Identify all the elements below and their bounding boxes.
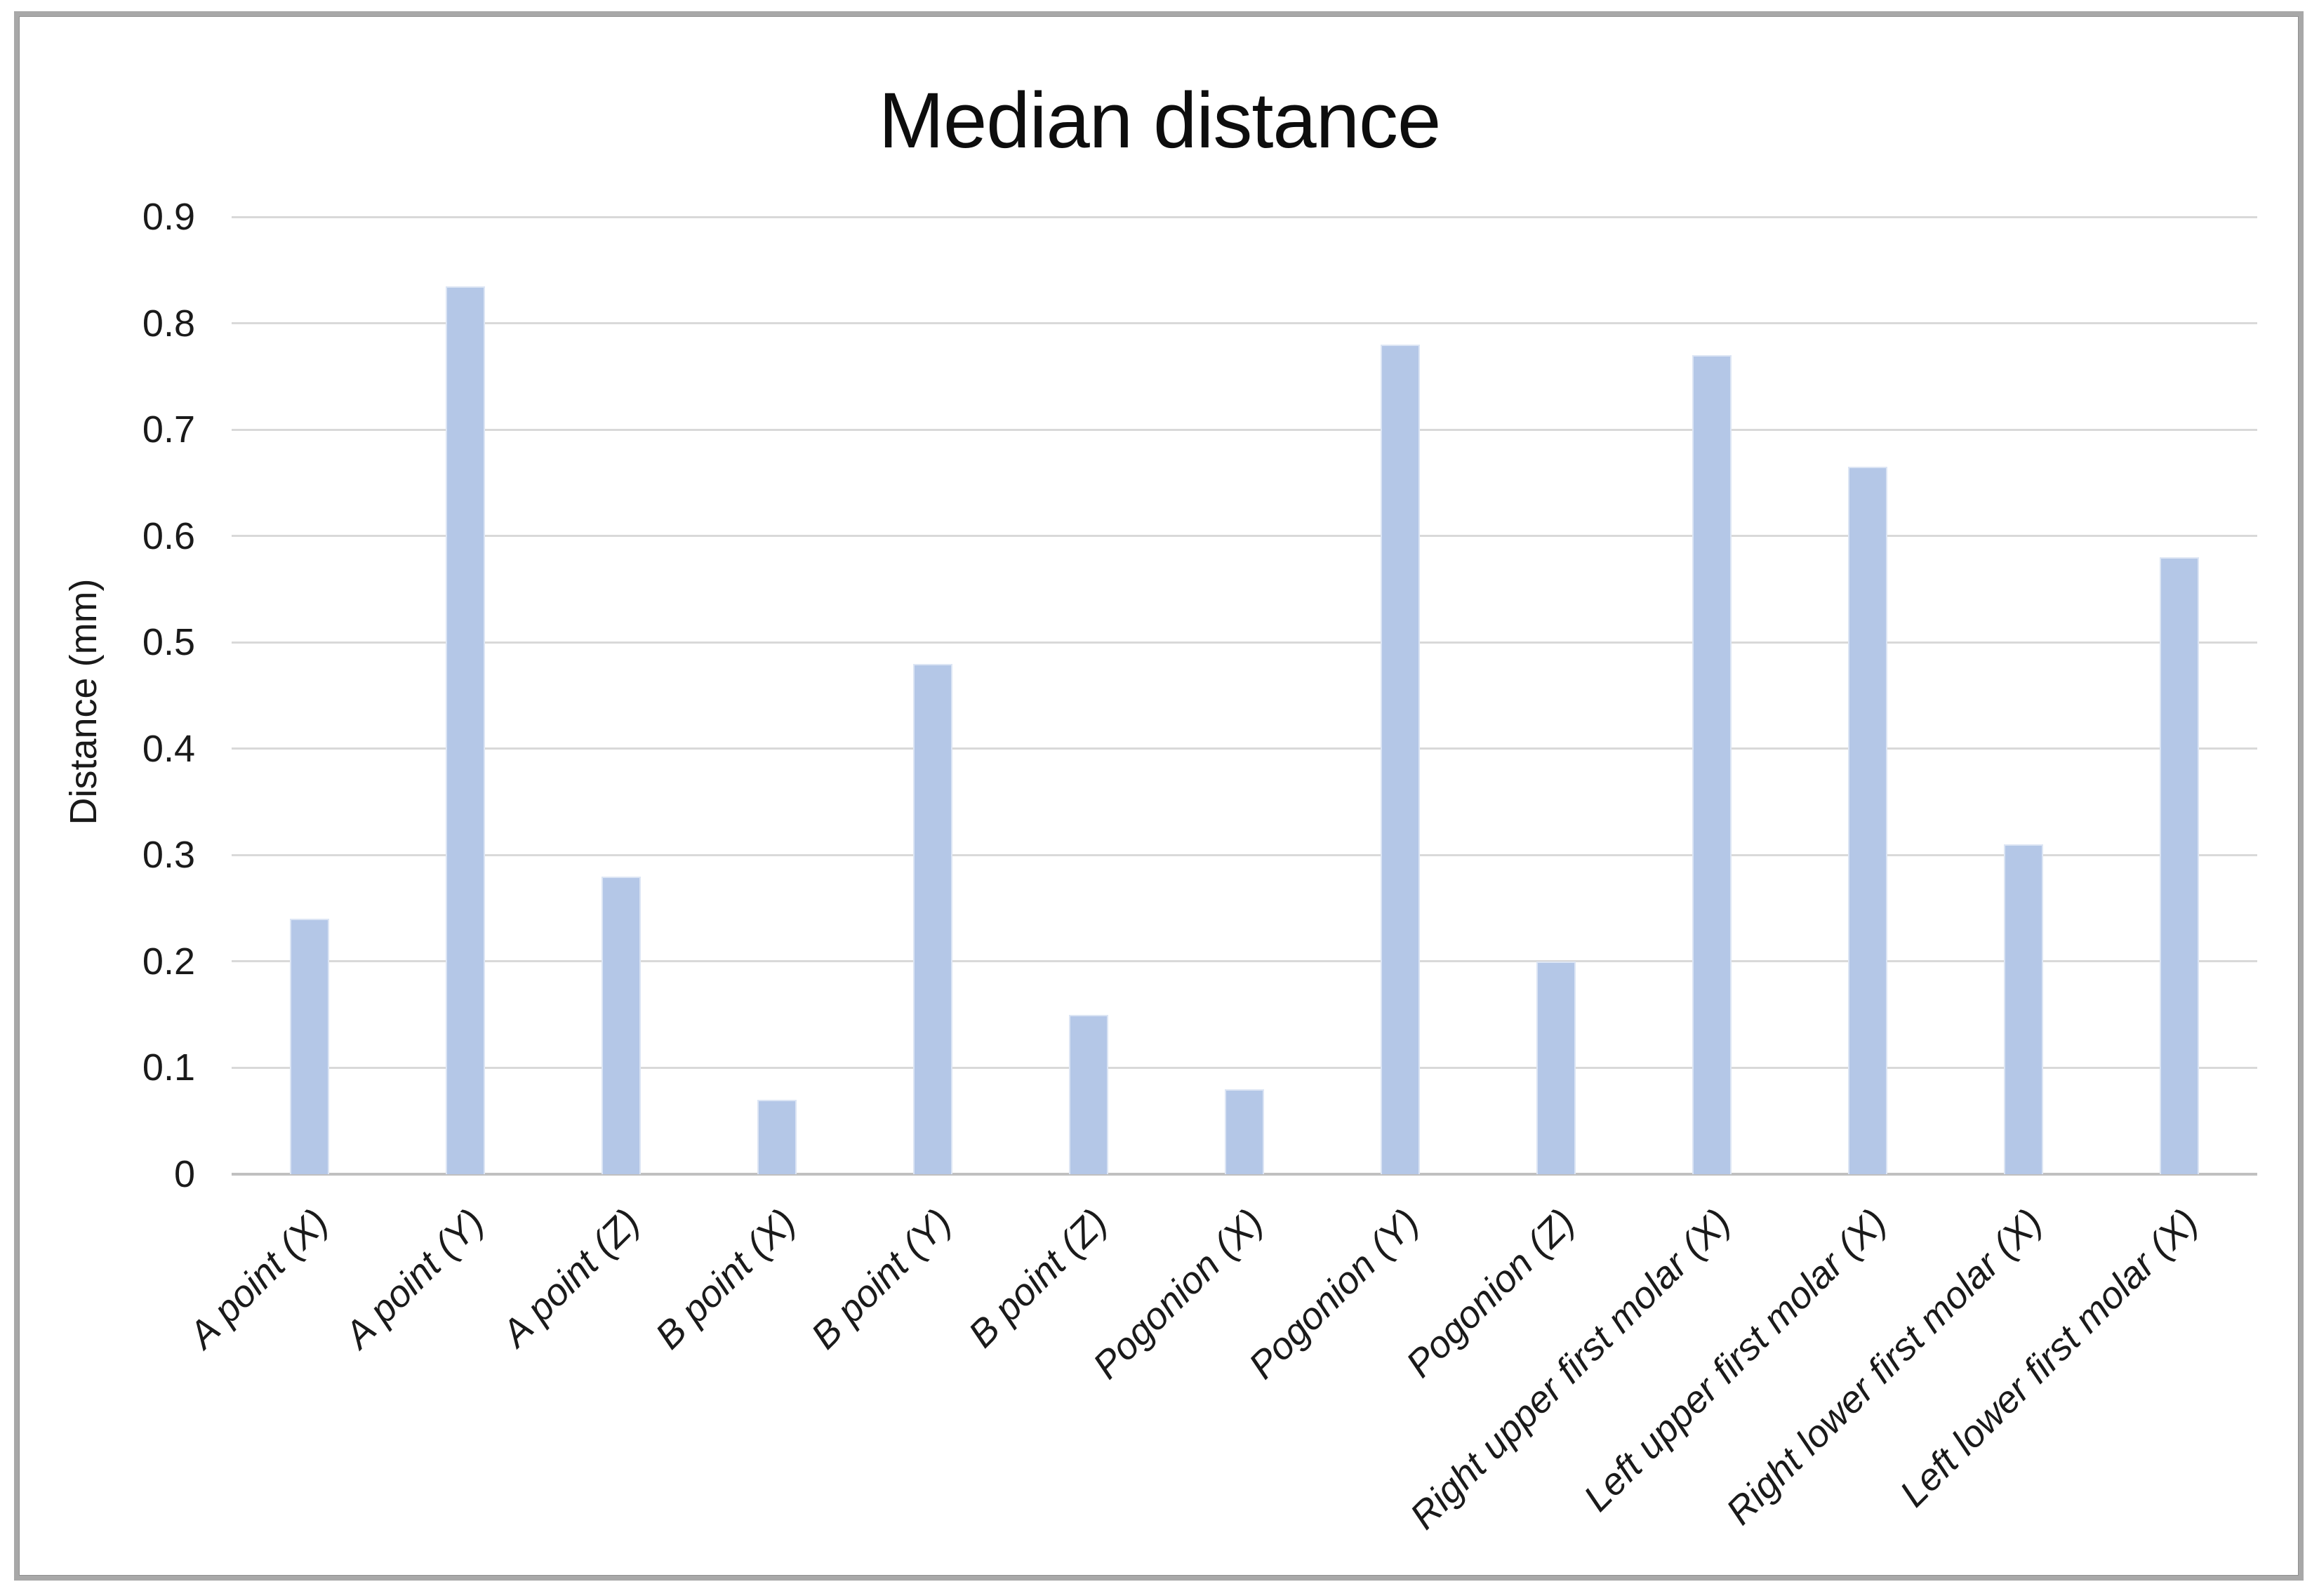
y-tick-label-0.3: 0.3 [142, 834, 195, 877]
gridline [232, 428, 2257, 431]
y-tick-label-0.5: 0.5 [142, 621, 195, 664]
chart-title: Median distance [878, 77, 1442, 164]
y-tick-label-0.1: 0.1 [142, 1046, 195, 1089]
bar-pogonion-y [1381, 344, 1420, 1174]
gridline [232, 535, 2257, 538]
bar-a-point-x [290, 919, 329, 1174]
gridline [232, 322, 2257, 325]
gridline [232, 960, 2257, 963]
y-tick-label-0: 0 [173, 1153, 195, 1195]
bar-b-point-x [757, 1099, 797, 1174]
y-tick-label-0.8: 0.8 [142, 302, 195, 345]
gridline [232, 641, 2257, 644]
gridline [232, 853, 2257, 856]
bar-pogonion-z [1536, 961, 1576, 1174]
x-axis-line [232, 1173, 2257, 1176]
bar-b-point-z [1069, 1014, 1108, 1174]
y-tick-label-0.6: 0.6 [142, 514, 195, 557]
bar-right-upper-first-molar-x [1692, 355, 1732, 1174]
plot-area [232, 215, 2257, 1176]
bar-a-point-z [602, 876, 641, 1174]
y-tick-label-0.2: 0.2 [142, 940, 195, 983]
y-tick-label-0.9: 0.9 [142, 196, 195, 238]
y-axis-title-text: Distance (mm) [62, 578, 105, 825]
bar-b-point-y [913, 663, 952, 1174]
y-tick-label-0.4: 0.4 [142, 727, 195, 770]
bar-left-upper-first-molar-x [1848, 467, 1887, 1174]
gridline [232, 1066, 2257, 1069]
bar-a-point-y [446, 286, 485, 1174]
gridline [232, 747, 2257, 750]
bar-pogonion-x [1225, 1089, 1264, 1174]
bar-left-lower-first-molar-x [2160, 557, 2199, 1174]
y-tick-label-0.7: 0.7 [142, 408, 195, 451]
bar-right-lower-first-molar-x [2004, 844, 2043, 1174]
gridline [232, 215, 2257, 218]
chart-border [14, 11, 2304, 1581]
